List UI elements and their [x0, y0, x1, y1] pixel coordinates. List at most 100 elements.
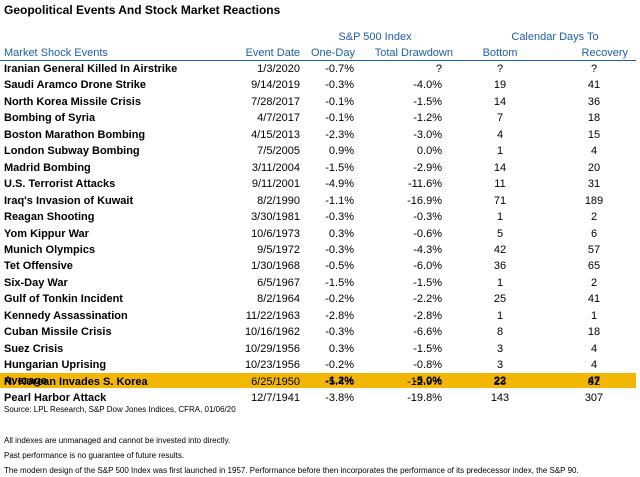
- note: Past performance is no guarantee of futu…: [4, 451, 185, 460]
- cell: -0.3%: [325, 243, 354, 256]
- cell: 3: [496, 359, 504, 372]
- cell: 10/6/1973: [251, 227, 300, 240]
- column-header: One-Day: [310, 47, 355, 59]
- cell: -1.1%: [325, 194, 354, 207]
- event-name: Reagan Shooting: [4, 211, 95, 224]
- cell: 8: [496, 326, 504, 339]
- header-group: S&P 500 Index: [338, 31, 412, 43]
- event-name: Bombing of Syria: [4, 112, 96, 125]
- cell: 11/22/1963: [245, 309, 300, 322]
- cell: -0.3%: [325, 326, 354, 339]
- cell: 7/5/2005: [257, 145, 300, 158]
- cell: 0.3%: [328, 227, 354, 240]
- cell: -5.4%: [325, 375, 354, 388]
- cell: 4: [496, 128, 504, 141]
- cell: 3: [496, 342, 504, 355]
- cell: 307: [584, 392, 604, 404]
- cell: -2.8%: [413, 309, 442, 322]
- cell: 14: [493, 95, 507, 108]
- event-name: Boston Marathon Bombing: [4, 128, 146, 141]
- cell: ?: [496, 63, 504, 75]
- cell: 18: [587, 326, 601, 339]
- cell: 41: [587, 293, 601, 306]
- cell: -4.3%: [413, 243, 442, 256]
- event-name: Iraq's Invasion of Kuwait: [4, 194, 134, 207]
- column-header: Recovery: [581, 47, 628, 59]
- cell: 20: [587, 161, 601, 174]
- cell: 19: [493, 79, 507, 92]
- event-name: London Subway Bombing: [4, 145, 140, 158]
- cell: 6/25/1950: [251, 375, 300, 388]
- cell: 1/30/1968: [251, 260, 300, 273]
- cell: 6: [590, 227, 598, 240]
- cell: 0.9%: [328, 145, 354, 158]
- cell: 10/29/1956: [244, 342, 300, 355]
- cell: -1.5%: [413, 276, 442, 289]
- cell: 0.0%: [416, 145, 442, 158]
- event-name: Gulf of Tonkin Incident: [4, 293, 123, 306]
- cell: -2.8%: [325, 309, 354, 322]
- event-name: North Korea Missile Crisis: [4, 95, 141, 108]
- cell: 2: [590, 276, 598, 289]
- cell: -0.1%: [325, 95, 354, 108]
- cell: 10/23/1956: [244, 359, 300, 372]
- cell: -1.5%: [413, 95, 442, 108]
- cell: 4: [590, 359, 598, 372]
- cell: 6/5/1967: [257, 276, 300, 289]
- cell: 0.3%: [328, 342, 354, 355]
- cell: -16.9%: [407, 194, 442, 207]
- cell: 4/15/2013: [251, 128, 300, 141]
- event-name: Kennedy Assassination: [4, 309, 128, 322]
- cell: 25: [493, 293, 507, 306]
- cell: -12.9%: [407, 375, 442, 388]
- event-name: Pearl Harbor Attack: [4, 392, 107, 404]
- cell: -0.3%: [413, 211, 442, 224]
- cell: 9/5/1972: [257, 243, 300, 256]
- cell: 36: [493, 260, 507, 273]
- event-name: Munich Olympics: [4, 243, 96, 256]
- cell: 9/11/2001: [251, 178, 300, 191]
- cell: ?: [435, 63, 442, 75]
- cell: -0.5%: [325, 260, 354, 273]
- cell: 42: [493, 243, 507, 256]
- cell: -11.6%: [407, 178, 442, 191]
- cell: 1: [496, 276, 504, 289]
- cell: -2.9%: [413, 161, 442, 174]
- cell: 7/28/2017: [251, 95, 300, 108]
- cell: -3.0%: [413, 128, 442, 141]
- cell: 5: [496, 227, 504, 240]
- cell: 82: [587, 375, 601, 388]
- header-group: Calendar Days To: [511, 31, 599, 43]
- cell: 9/14/2019: [251, 79, 300, 92]
- note: All indexes are unmanaged and cannot be …: [4, 436, 231, 445]
- cell: 11: [494, 178, 506, 191]
- cell: 2: [590, 211, 598, 224]
- cell: 31: [587, 178, 601, 191]
- cell: -1.5%: [325, 161, 354, 174]
- cell: 14: [493, 161, 507, 174]
- event-name: Six-Day War: [4, 276, 68, 289]
- cell: 1: [496, 145, 504, 158]
- average-band: [0, 373, 636, 388]
- cell: -0.3%: [325, 79, 354, 92]
- cell: 71: [493, 194, 507, 207]
- cell: 23: [493, 375, 507, 388]
- average-cell: -5.0%: [413, 375, 442, 387]
- cell: 10/16/1962: [244, 326, 300, 339]
- cell: -6.6%: [413, 326, 442, 339]
- cell: -6.0%: [413, 260, 442, 273]
- cell: 15: [587, 128, 601, 141]
- cell: 12/7/1941: [251, 392, 300, 404]
- average-cell: -1.2%: [325, 375, 354, 387]
- cell: 1/3/2020: [257, 63, 300, 75]
- cell: ?: [590, 63, 598, 75]
- event-name: U.S. Terrorist Attacks: [4, 178, 116, 191]
- average-cell: 47: [587, 375, 601, 387]
- cell: 3/30/1981: [251, 211, 300, 224]
- cell: -2.2%: [413, 293, 442, 306]
- cell: 57: [587, 243, 601, 256]
- title: Geopolitical Events And Stock Market Rea…: [4, 3, 281, 17]
- cell: -1.5%: [413, 342, 442, 355]
- cell: 4: [590, 342, 598, 355]
